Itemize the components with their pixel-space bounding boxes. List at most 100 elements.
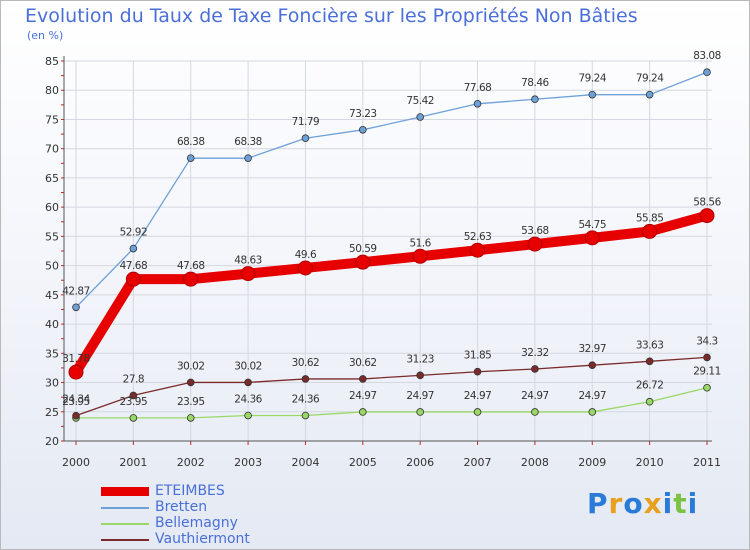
data-point bbox=[301, 375, 310, 383]
legend-swatch bbox=[101, 539, 149, 541]
data-point bbox=[359, 375, 367, 383]
data-label: 47.68 bbox=[120, 260, 148, 272]
data-point bbox=[186, 378, 195, 387]
data-point bbox=[355, 254, 371, 270]
grid bbox=[64, 60, 712, 442]
data-point bbox=[531, 95, 539, 104]
legend-label: Bellemagny bbox=[155, 515, 238, 531]
data-label: 24.97 bbox=[349, 390, 377, 402]
legend-swatch bbox=[101, 487, 149, 496]
data-label: 83.08 bbox=[693, 50, 721, 62]
logo-letter: P bbox=[587, 487, 609, 520]
data-point bbox=[240, 266, 256, 282]
data-label: 33.63 bbox=[636, 339, 664, 351]
y-tick-label: 40 bbox=[45, 318, 59, 331]
data-point bbox=[473, 408, 482, 416]
data-label: 42.87 bbox=[62, 285, 90, 297]
data-point bbox=[416, 408, 424, 416]
data-label: 24.34 bbox=[62, 394, 90, 406]
data-label: 51.6 bbox=[409, 237, 431, 249]
data-point bbox=[642, 223, 658, 239]
y-tick-label: 80 bbox=[45, 84, 59, 97]
data-point bbox=[129, 244, 138, 253]
data-label: 47.68 bbox=[177, 260, 205, 272]
chart-subtitle: (en %) bbox=[27, 29, 64, 42]
data-point bbox=[129, 391, 138, 400]
x-tick-label: 2001 bbox=[119, 456, 147, 469]
data-label: 26.72 bbox=[636, 380, 664, 392]
data-point bbox=[645, 90, 654, 99]
data-point bbox=[186, 154, 195, 162]
data-label: 24.97 bbox=[578, 390, 606, 402]
legend-label: Bretten bbox=[155, 499, 208, 515]
data-label: 24.36 bbox=[234, 394, 262, 406]
logo-letter: o bbox=[623, 487, 644, 520]
data-label: 30.62 bbox=[349, 357, 377, 369]
data-point bbox=[531, 408, 539, 416]
data-label: 71.79 bbox=[292, 116, 320, 128]
data-label: 30.02 bbox=[234, 360, 262, 372]
data-label: 24.36 bbox=[292, 394, 320, 406]
data-point bbox=[703, 68, 711, 77]
x-tick-label: 2004 bbox=[291, 456, 319, 469]
data-point bbox=[412, 248, 428, 264]
data-label: 23.95 bbox=[62, 396, 90, 408]
x-tick-label: 2011 bbox=[693, 456, 721, 469]
x-tick-label: 2010 bbox=[636, 456, 664, 469]
data-label: 30.62 bbox=[292, 357, 320, 369]
legend-swatch bbox=[101, 507, 149, 509]
y-tick-label: 65 bbox=[45, 172, 59, 185]
data-point bbox=[531, 365, 539, 373]
data-point bbox=[68, 364, 84, 380]
y-tick-label: 70 bbox=[45, 143, 59, 156]
legend-label: ETEIMBES bbox=[155, 483, 225, 499]
logo-letter: r bbox=[608, 487, 624, 520]
data-point bbox=[473, 99, 482, 108]
data-point bbox=[588, 90, 597, 99]
series-line-eteimbes bbox=[71, 210, 712, 378]
data-point bbox=[470, 242, 486, 258]
y-tick-label: 45 bbox=[45, 289, 59, 302]
data-label: 24.97 bbox=[521, 390, 549, 402]
y-tick-label: 75 bbox=[45, 113, 59, 126]
data-labels: 42.87 52.92 68.38 68.38 71.79 73.23 75.42 77.68… bbox=[62, 50, 722, 408]
proxiti-logo: Proxiti bbox=[587, 487, 698, 520]
data-label: 31.85 bbox=[464, 350, 492, 362]
x-tick-label: 2007 bbox=[464, 456, 492, 469]
axes: 20 25 30 35 40 45 50 55 60 65 70 75 80 85 2000 2001 2002… bbox=[45, 55, 721, 469]
data-label: 49.6 bbox=[295, 249, 317, 261]
data-label: 52.63 bbox=[464, 231, 492, 243]
data-label: 32.32 bbox=[521, 347, 549, 359]
data-label: 73.23 bbox=[349, 108, 377, 120]
data-point bbox=[244, 378, 252, 387]
chart-title: Evolution du Taux de Taxe Foncière sur l… bbox=[25, 5, 638, 27]
data-label: 77.68 bbox=[464, 82, 492, 94]
data-label: 31.23 bbox=[406, 353, 434, 365]
x-tick-label: 2002 bbox=[177, 456, 205, 469]
data-label: 24.97 bbox=[464, 390, 492, 402]
data-label: 75.42 bbox=[406, 95, 434, 107]
y-tick-label: 25 bbox=[45, 406, 59, 419]
data-point bbox=[186, 414, 195, 422]
data-point bbox=[244, 154, 252, 162]
y-tick-label: 50 bbox=[45, 260, 59, 273]
data-point bbox=[244, 411, 252, 420]
data-label: 78.46 bbox=[521, 77, 549, 89]
legend-swatch bbox=[101, 523, 149, 525]
data-label: 32.97 bbox=[578, 343, 606, 355]
data-point bbox=[703, 383, 711, 392]
data-label: 53.68 bbox=[521, 225, 549, 237]
logo-letter: i bbox=[662, 487, 674, 520]
data-point bbox=[473, 367, 482, 376]
data-label: 58.56 bbox=[693, 197, 721, 209]
data-point bbox=[645, 397, 654, 406]
data-label: 31.78 bbox=[62, 353, 90, 365]
data-label: 68.38 bbox=[177, 136, 205, 148]
data-point bbox=[416, 371, 424, 380]
legend-label: Vauthiermont bbox=[155, 531, 250, 547]
data-point bbox=[588, 361, 597, 369]
data-point bbox=[359, 408, 367, 416]
data-point bbox=[183, 271, 199, 287]
data-point bbox=[129, 414, 138, 422]
